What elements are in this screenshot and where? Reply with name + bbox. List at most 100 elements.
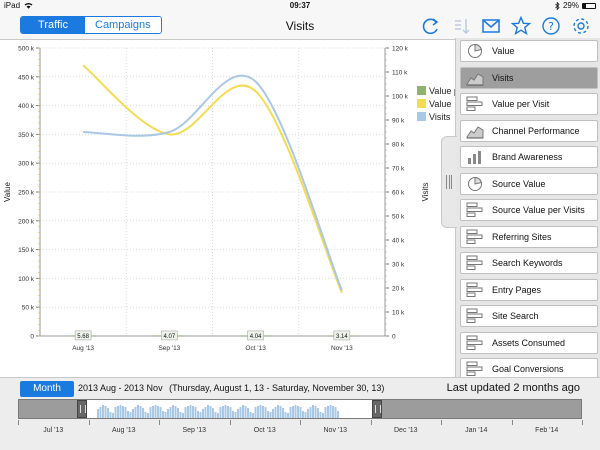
menu-item-label: Value [492, 46, 515, 56]
settings-icon[interactable] [570, 15, 592, 37]
timeline-spark-bar [172, 405, 174, 418]
timeline-track[interactable] [18, 399, 582, 419]
grip-icon [446, 175, 452, 189]
bar-label-box [161, 330, 178, 341]
y-tick-label: 250 k [18, 190, 35, 197]
timeline-spark-bar [194, 407, 197, 418]
bar-list-icon [466, 308, 483, 323]
timeline-spark-bar [334, 407, 337, 418]
menu-item-assets-consumed[interactable]: Assets Consumed [460, 331, 598, 354]
menu-item-label: Source Value [492, 178, 546, 189]
timeline-spark-bar [162, 411, 164, 418]
refresh-icon[interactable] [420, 15, 442, 37]
menu-item-label: Referring Sites [492, 231, 552, 242]
timeline-spark-bar [207, 405, 209, 418]
period-month-button[interactable]: Month [20, 381, 74, 397]
timeline-spark-bar [252, 413, 254, 418]
menu-item-source-value[interactable]: Source Value [460, 172, 598, 195]
timeline-spark-bar [304, 412, 307, 418]
timeline-month-label: Oct '13 [253, 427, 276, 434]
section-segmented-control: Traffic Campaigns [20, 16, 162, 34]
timeline-spark-bar [134, 407, 137, 418]
timeline-spark-bar [189, 405, 192, 418]
timeline-spark-bar [139, 406, 142, 418]
timeline-spark-bar [274, 407, 277, 418]
status-bar: iPad 09:37 29% [0, 0, 600, 12]
timeline-spark-bar [239, 407, 242, 418]
menu-item-search-keywords[interactable]: Search Keywords [460, 252, 598, 274]
menu-item-entry-pages[interactable]: Entry Pages [460, 278, 598, 301]
timeline-tick [229, 420, 231, 425]
menu-item-value[interactable]: Value [460, 40, 598, 62]
bar-list-icon [466, 229, 483, 244]
menu-item-visits[interactable]: Visits [460, 66, 598, 89]
timeline-tick [511, 420, 513, 425]
menu-item-label: Value per Visit [492, 99, 550, 109]
battery-fill [583, 3, 587, 8]
timeline-month-label: Dec '13 [393, 427, 418, 434]
tab-traffic[interactable]: Traffic [21, 17, 85, 33]
mail-icon[interactable] [480, 15, 502, 37]
area-chart-icon [466, 125, 484, 138]
help-icon[interactable]: ? [540, 15, 562, 37]
star-icon[interactable] [510, 15, 532, 37]
timeline-spark-bar [167, 409, 169, 418]
sort-icon[interactable] [450, 15, 472, 37]
timeline-spark-bar [214, 412, 217, 418]
timeline-spark-bar [127, 411, 129, 418]
timeline-spark-bar [197, 411, 199, 418]
timeline-spark-bar [327, 406, 329, 418]
timeline-axis: Jul '13 Aug '13 Sep '13 Oct '13 Nov '13 Dec '… [18, 420, 583, 448]
menu-item-channel-performance[interactable]: Channel Performance [460, 119, 598, 142]
bar-list-icon [466, 96, 483, 111]
timeline-spark-bar [264, 407, 267, 418]
timeline-spark-bar [289, 407, 292, 418]
y2-tick-label: 50 k [392, 214, 405, 221]
menu-item-source-value-per-visits[interactable]: Source Value per Visits [460, 199, 598, 221]
timeline-spark-bar [154, 405, 157, 418]
date-range-label: 2013 Aug - 2013 Nov [78, 383, 163, 393]
timeline-start-handle[interactable] [77, 400, 87, 418]
timeline-spark-bar [144, 412, 147, 418]
timeline-month-label: Feb '14 [535, 427, 559, 434]
timeline-spark-bar [157, 406, 159, 418]
y2-tick-label: 110 k [392, 70, 408, 77]
panel-drag-handle[interactable] [441, 136, 457, 228]
menu-item-value-per-visit[interactable]: Value per Visit [460, 93, 598, 115]
menu-item-goal-conversions[interactable]: Goal Conversions [460, 358, 598, 380]
timeline-tick [159, 420, 160, 425]
menu-item-site-search[interactable]: Site Search [460, 305, 598, 327]
timeline-month-label: Aug '13 [111, 427, 136, 434]
timeline-spark-bar [152, 406, 154, 418]
timeline-spark-bar [294, 405, 297, 418]
menu-item-label: Brand Awareness [492, 152, 563, 162]
timeline-tick [441, 420, 442, 425]
menu-item-label: Search Keywords [492, 258, 563, 268]
timeline-spark-bar [232, 411, 234, 418]
bluetooth-icon [555, 1, 560, 10]
nav-bar: Traffic Campaigns Visits ? [0, 12, 600, 40]
timeline-spark-bar [107, 408, 109, 418]
bar-value-label: 3.14 [336, 334, 348, 340]
timeline-spark-bar [299, 407, 302, 418]
timeline-spark-bar [309, 407, 312, 418]
menu-item-brand-awareness[interactable]: Brand Awareness [460, 146, 598, 168]
timeline-spark-bar [97, 409, 99, 418]
menu-item-label: Assets Consumed [492, 337, 566, 348]
bar-label-box [74, 330, 92, 341]
bar-value-label: 4.07 [164, 334, 176, 340]
menu-item-referring-sites[interactable]: Referring Sites [460, 225, 598, 248]
battery-percent: 29% [562, 1, 579, 10]
y2-tick-label: 80 k [392, 142, 405, 149]
tab-campaigns[interactable]: Campaigns [85, 17, 161, 33]
menu-item-label: Entry Pages [492, 284, 542, 295]
legend-item: Value [417, 97, 486, 110]
timeline-end-handle[interactable] [372, 400, 382, 418]
bar-value-label: 4.04 [250, 334, 262, 340]
timeline-spark-bar [234, 412, 237, 418]
svg-text:?: ? [548, 20, 554, 33]
timeline-spark-bar [302, 411, 304, 418]
timeline-spark-bar [147, 413, 149, 418]
timeline-spark-bar [209, 406, 212, 418]
timeline-selection[interactable] [85, 400, 378, 418]
